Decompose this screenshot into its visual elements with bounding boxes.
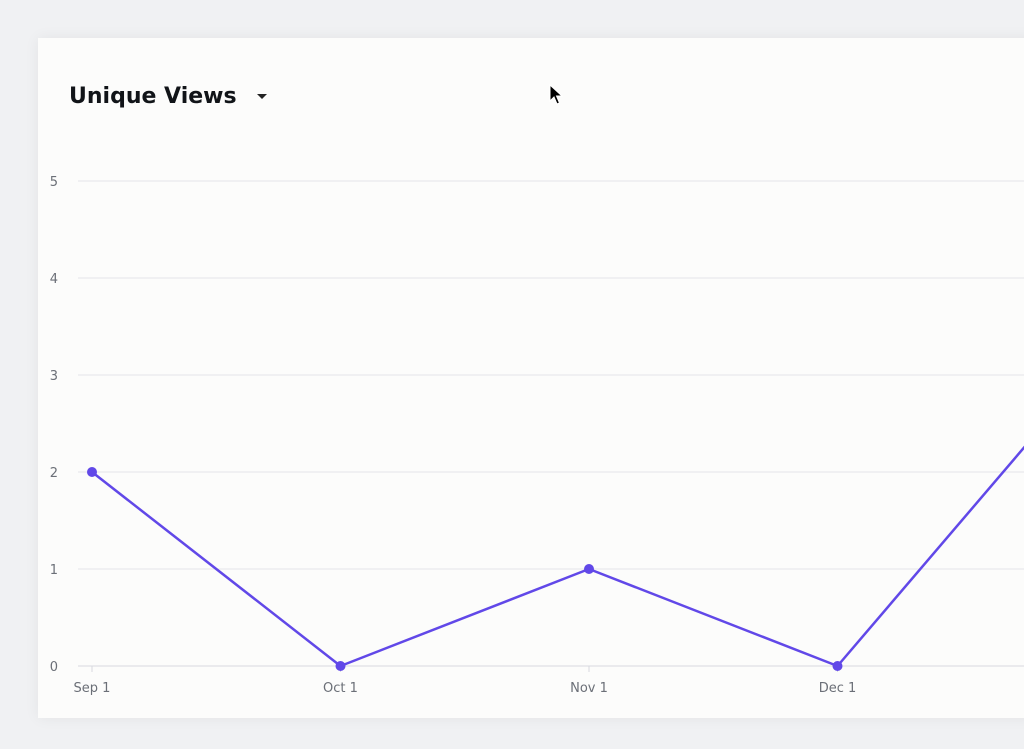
- y-tick-label-5: 5: [50, 175, 58, 190]
- chart-card: [38, 38, 1024, 718]
- y-tick-label-4: 4: [50, 272, 58, 287]
- mouse-pointer-icon: [549, 84, 563, 105]
- data-point-2: [584, 564, 594, 574]
- x-tick-label-1: Oct 1: [323, 681, 358, 696]
- x-tick-label-3: Dec 1: [819, 681, 857, 696]
- caret-down-icon: [256, 94, 267, 99]
- data-point-1: [335, 661, 346, 671]
- y-tick-label-3: 3: [50, 369, 58, 384]
- metric-title: Unique Views: [69, 84, 237, 109]
- data-point-0: [87, 467, 97, 477]
- data-point-3: [832, 661, 843, 671]
- series-line: [91, 445, 1024, 668]
- y-tick-label-0: 0: [50, 660, 58, 675]
- y-tick-label-2: 2: [50, 466, 58, 481]
- x-tick-label-0: Sep 1: [74, 681, 111, 696]
- y-tick-label-1: 1: [50, 563, 58, 578]
- x-tick-label-2: Nov 1: [570, 681, 608, 696]
- metric-selector[interactable]: Unique Views: [69, 84, 267, 109]
